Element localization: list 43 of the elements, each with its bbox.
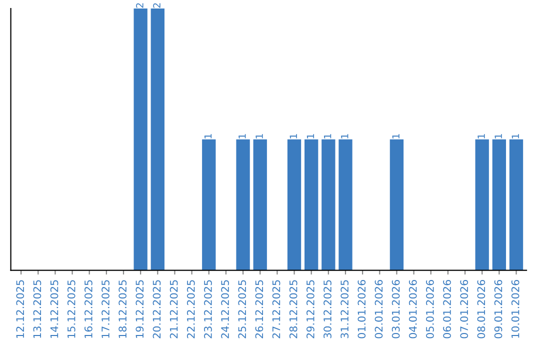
data-label: 2 [136,3,144,8]
x-tick-label: 23.12.2025 [204,280,212,338]
x-tick-label: 03.01.2026 [392,280,400,338]
x-tick-label: 30.12.2025 [324,280,332,338]
data-label: 1 [290,134,297,138]
x-tick-label: 04.01.2026 [408,280,417,338]
x-tick-label: 20.12.2025 [152,280,161,338]
x-tick-label: 19.12.2025 [136,280,144,338]
x-tick-label: 28.12.2025 [289,280,298,338]
x-tick-label: 12.12.2025 [16,280,24,338]
x-tick-label: 31.12.2025 [340,280,349,338]
data-label: 1 [494,134,502,138]
x-tick-label: 15.12.2025 [67,280,76,338]
x-tick-label: 05.01.2026 [426,280,434,338]
x-tick-label: 18.12.2025 [118,280,127,338]
x-tick-label: 10.01.2026 [511,280,520,338]
data-label: 1 [204,134,212,138]
data-label: 1 [324,134,332,138]
x-tick-label: 27.12.2025 [272,280,280,338]
x-tick-label: 08.01.2026 [477,280,486,338]
data-label: 1 [256,134,263,138]
x-tick-label: 17.12.2025 [102,280,110,338]
x-tick-label: 16.12.2025 [84,280,92,338]
data-label: 1 [478,134,485,138]
data-label: 1 [512,134,519,138]
x-tick-label: 09.01.2026 [494,280,502,338]
x-tick-label: 25.12.2025 [238,280,246,338]
data-label: 1 [392,134,400,138]
x-tick-label: 13.12.2025 [33,280,42,338]
x-tick-label: 24.12.2025 [221,280,229,338]
x-tick-label: 22.12.2025 [186,280,195,338]
x-tick-label: 06.01.2026 [443,280,451,338]
x-tick-label: 26.12.2025 [255,280,264,338]
data-label: 1 [306,134,314,138]
data-label: 1 [341,134,348,138]
x-tick-label: 07.01.2026 [460,280,468,338]
data-label: 1 [238,134,246,138]
x-tick-label: 14.12.2025 [50,280,58,338]
x-tick-label: 21.12.2025 [170,280,178,338]
x-tick-label: 01.01.2026 [358,280,366,338]
data-label: 2 [153,3,160,8]
x-tick-label: 29.12.2025 [306,280,314,338]
x-tick-label: 02.01.2026 [374,280,383,338]
